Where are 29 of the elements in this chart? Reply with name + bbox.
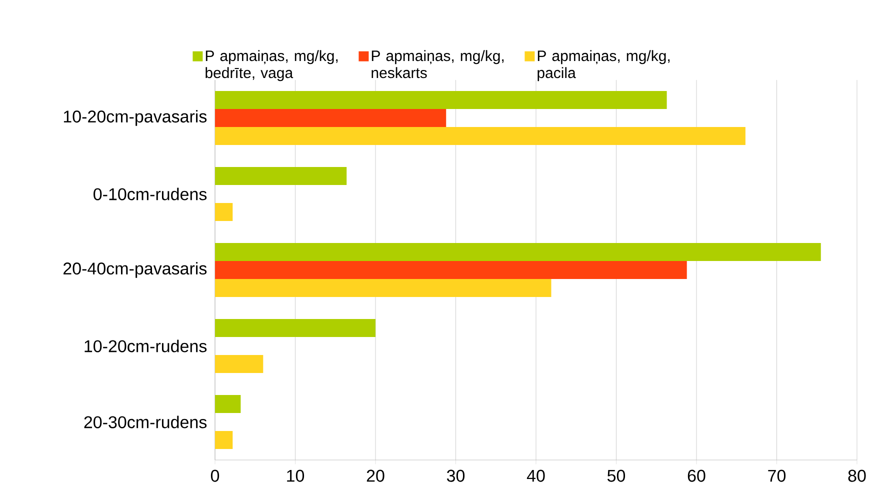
bar — [215, 278, 552, 297]
bar — [215, 202, 233, 221]
x-tick-label: 50 — [607, 470, 626, 482]
legend-label: P apmaiņas, mg/kg, neskarts — [372, 50, 504, 78]
bar — [215, 260, 687, 279]
bar — [215, 109, 446, 127]
y-tick-label: 0-10cm-rudens — [94, 188, 207, 200]
x-tick-label: 10 — [287, 470, 304, 482]
y-tick-label: 20-30cm-rudens — [84, 416, 207, 428]
bar — [215, 127, 746, 145]
x-tick-label: 60 — [688, 470, 706, 482]
bar — [215, 394, 241, 413]
bar — [215, 167, 347, 185]
x-tick-label: 70 — [768, 470, 786, 482]
bar — [215, 318, 376, 337]
legend-label: P apmaiņas, mg/kg, pacila — [538, 50, 670, 82]
x-tick-label: 40 — [526, 470, 545, 482]
x-tick-label: 20 — [366, 470, 384, 482]
bar — [215, 354, 264, 373]
x-tick-label: 0 — [210, 470, 220, 482]
bar — [215, 91, 667, 109]
y-tick-label: 10-20cm-pavasaris — [64, 110, 207, 126]
x-tick-label: 30 — [446, 470, 465, 482]
y-tick-label: 10-20cm-rudens — [84, 340, 207, 352]
bar — [215, 430, 233, 449]
y-tick-label: 20-40cm-pavasaris — [64, 262, 207, 278]
x-tick-label: 80 — [848, 470, 866, 482]
legend-label: P apmaiņas, mg/kg, bedrīte, vaga — [206, 50, 338, 82]
bar — [215, 242, 821, 261]
